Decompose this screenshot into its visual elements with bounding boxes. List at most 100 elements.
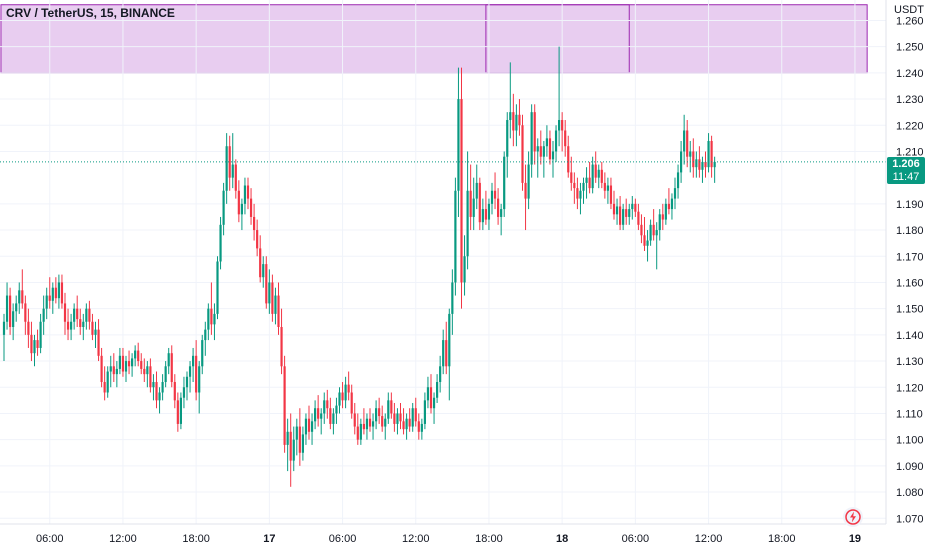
candle-body xyxy=(576,188,579,199)
candle xyxy=(493,172,497,210)
candle-body xyxy=(109,366,112,372)
candle xyxy=(649,219,652,246)
candle-body xyxy=(399,413,402,422)
candle xyxy=(76,295,79,327)
candle-body xyxy=(18,290,21,304)
candle-body xyxy=(256,230,259,249)
candle-body xyxy=(432,397,436,409)
candle xyxy=(536,138,539,178)
candle-body xyxy=(487,203,491,220)
candle-body xyxy=(45,295,48,309)
candle-body xyxy=(198,366,201,393)
candle xyxy=(15,295,18,322)
candle-body xyxy=(551,151,555,160)
candle-body xyxy=(131,358,134,367)
candle-body xyxy=(637,211,640,225)
candle xyxy=(100,347,103,388)
candle-body xyxy=(314,408,317,422)
candle-body xyxy=(439,366,442,383)
candle-body xyxy=(91,321,94,335)
candle-body xyxy=(634,203,637,212)
candle-body xyxy=(625,209,628,217)
candle xyxy=(695,151,698,178)
candle-body xyxy=(423,400,426,424)
candle xyxy=(484,190,487,225)
candle-body xyxy=(350,392,353,414)
candle xyxy=(170,345,173,388)
candle xyxy=(213,303,216,341)
candle-body xyxy=(137,350,140,362)
candle-body xyxy=(48,295,51,301)
currency-label[interactable]: USDT xyxy=(894,4,924,16)
candle xyxy=(246,177,250,210)
candle xyxy=(121,347,125,377)
candle xyxy=(222,182,225,236)
candle xyxy=(57,274,60,309)
candle xyxy=(79,308,82,335)
candle-body xyxy=(606,185,609,191)
candle-body xyxy=(527,164,530,199)
candle-body xyxy=(353,413,356,427)
candle-body xyxy=(155,382,158,401)
candle xyxy=(12,303,15,341)
candle xyxy=(137,342,140,367)
price-tick-label: 1.160 xyxy=(896,277,924,289)
price-tick-label: 1.120 xyxy=(896,382,924,394)
candle-body xyxy=(344,384,347,401)
candle xyxy=(612,190,616,220)
candle xyxy=(97,319,100,362)
candle-body xyxy=(341,392,344,401)
candle-body xyxy=(393,413,396,424)
tradingview-lightning-icon[interactable] xyxy=(843,507,863,527)
candle xyxy=(124,355,128,383)
candle-body xyxy=(411,408,414,427)
price-tick-label: 1.070 xyxy=(896,513,924,525)
candle xyxy=(643,216,646,252)
candle-body xyxy=(362,423,365,430)
candle-body xyxy=(161,382,164,393)
candle xyxy=(451,269,454,335)
candle xyxy=(670,193,674,220)
candle-body xyxy=(127,361,131,367)
candle-body xyxy=(146,366,149,375)
candle xyxy=(591,156,594,194)
candle xyxy=(5,282,9,330)
price-tick-label: 1.140 xyxy=(896,330,924,342)
candle xyxy=(192,347,195,383)
candle xyxy=(542,140,545,178)
price-tick-label: 1.190 xyxy=(896,199,924,211)
time-tick-label: 12:00 xyxy=(109,533,137,545)
candle xyxy=(286,418,289,472)
candle xyxy=(567,135,570,178)
candle-body xyxy=(57,282,60,299)
candle-body xyxy=(188,366,192,377)
candle xyxy=(628,203,631,225)
candle-body xyxy=(329,408,332,424)
candle xyxy=(185,371,189,401)
candle xyxy=(460,67,463,309)
candle-body xyxy=(493,190,497,199)
candle-body xyxy=(310,421,314,432)
candle xyxy=(521,114,524,191)
candle xyxy=(533,104,536,165)
candle xyxy=(469,164,472,231)
candle-body xyxy=(33,340,36,354)
candle-body xyxy=(640,224,643,236)
time-tick-label: 18:00 xyxy=(768,533,796,545)
candle xyxy=(414,397,417,427)
candle-body xyxy=(536,146,539,152)
price-tick-label: 1.090 xyxy=(896,461,924,473)
candle xyxy=(378,397,381,424)
candle xyxy=(167,347,170,375)
candle xyxy=(558,46,561,147)
candle-body xyxy=(384,418,387,427)
candle-body xyxy=(237,190,240,215)
candle xyxy=(518,99,521,136)
candle xyxy=(182,376,186,409)
candle xyxy=(140,353,143,375)
candle xyxy=(39,313,42,354)
candle-body xyxy=(103,382,106,393)
candle-body xyxy=(249,198,253,217)
